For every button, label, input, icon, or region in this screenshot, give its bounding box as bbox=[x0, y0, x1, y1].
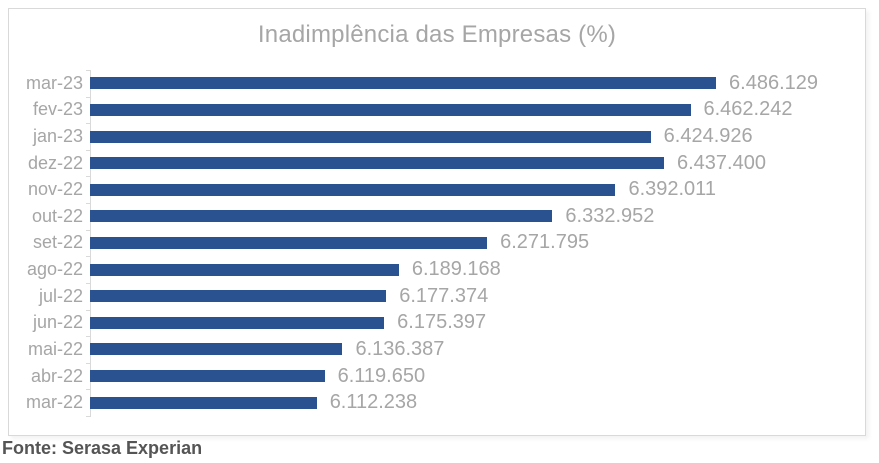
bar-row: fev-23 6.462.242 bbox=[9, 97, 859, 124]
bar-rows: mar-23 6.486.129 fev-23 6.462.242 jan-23 6.42… bbox=[9, 70, 859, 416]
data-bar bbox=[90, 396, 317, 409]
data-bar bbox=[90, 236, 488, 249]
bar-row: jun-22 6.175.397 bbox=[9, 309, 859, 336]
value-label: 6.392.011 bbox=[628, 178, 716, 201]
value-label: 6.189.168 bbox=[411, 258, 501, 281]
data-bar bbox=[90, 290, 387, 303]
bar-row: nov-22 6.392.011 bbox=[9, 176, 859, 203]
bar-area: 6.392.011 bbox=[90, 176, 859, 203]
axis-tick-mark bbox=[86, 70, 90, 71]
bar-row: set-22 6.271.795 bbox=[9, 230, 859, 257]
value-label: 6.437.400 bbox=[676, 151, 766, 174]
axis-tick-mark bbox=[86, 336, 90, 338]
category-label: mai-22 bbox=[27, 338, 83, 359]
value-label: 6.271.795 bbox=[500, 231, 590, 254]
axis-tick-mark bbox=[86, 176, 90, 178]
data-bar bbox=[90, 316, 385, 329]
data-bar bbox=[90, 263, 399, 276]
bar-row: mar-23 6.486.129 bbox=[9, 70, 859, 97]
bar-row: jul-22 6.177.374 bbox=[9, 283, 859, 310]
source-note: Fonte: Serasa Experian bbox=[2, 438, 203, 458]
value-label: 6.175.397 bbox=[397, 311, 487, 334]
data-bar bbox=[90, 370, 325, 382]
category-label: jun-22 bbox=[32, 312, 83, 333]
bar-area: 6.177.374 bbox=[90, 283, 859, 310]
axis-tick-mark bbox=[86, 416, 90, 417]
bar-row: mar-22 6.112.238 bbox=[9, 389, 859, 416]
bar-area: 6.424.926 bbox=[90, 123, 859, 150]
bar-area: 6.271.795 bbox=[90, 230, 859, 257]
bar-row: jan-23 6.424.926 bbox=[9, 123, 859, 150]
bar-row: abr-22 6.119.650 bbox=[9, 363, 859, 390]
category-label: set-22 bbox=[32, 232, 83, 253]
data-bar bbox=[90, 210, 553, 223]
data-bar bbox=[90, 343, 343, 356]
bar-area: 6.119.650 bbox=[90, 363, 859, 390]
axis-tick-mark bbox=[86, 389, 90, 391]
data-bar bbox=[90, 77, 717, 90]
axis-tick-mark bbox=[86, 309, 90, 311]
data-bar bbox=[90, 103, 691, 116]
bar-area: 6.189.168 bbox=[90, 256, 859, 283]
bar-area: 6.332.952 bbox=[90, 203, 859, 230]
bar-area: 6.486.129 bbox=[90, 70, 859, 97]
category-label: out-22 bbox=[31, 205, 83, 226]
bar-area: 6.136.387 bbox=[90, 336, 859, 363]
category-label: abr-22 bbox=[30, 365, 83, 386]
value-label: 6.177.374 bbox=[399, 284, 489, 307]
category-label: mar-23 bbox=[25, 72, 83, 93]
category-label: mar-22 bbox=[25, 392, 83, 413]
bar-row: mai-22 6.136.387 bbox=[9, 336, 859, 363]
value-label: 6.119.650 bbox=[337, 364, 426, 387]
axis-tick-mark bbox=[86, 96, 90, 98]
axis-tick-mark bbox=[86, 282, 90, 284]
chart-container: Inadimplência das Empresas (%) mar-23 6.4… bbox=[8, 8, 866, 436]
data-bar bbox=[90, 183, 616, 196]
bar-area: 6.112.238 bbox=[90, 389, 859, 416]
bar-area: 6.175.397 bbox=[90, 309, 859, 336]
axis-tick-mark bbox=[86, 203, 90, 205]
category-label: jul-22 bbox=[38, 285, 83, 306]
bar-row: ago-22 6.189.168 bbox=[9, 256, 859, 283]
value-label: 6.424.926 bbox=[663, 125, 753, 148]
axis-tick-mark bbox=[86, 149, 90, 151]
value-label: 6.486.129 bbox=[729, 71, 819, 94]
axis-tick-mark bbox=[86, 229, 90, 231]
category-label: jan-23 bbox=[32, 126, 83, 147]
category-label: dez-22 bbox=[27, 152, 83, 173]
data-bar bbox=[90, 130, 651, 143]
bar-area: 6.462.242 bbox=[90, 97, 859, 124]
axis-tick-mark bbox=[86, 256, 90, 258]
category-label: ago-22 bbox=[26, 259, 83, 280]
bar-area: 6.437.400 bbox=[90, 150, 859, 177]
chart-title: Inadimplência das Empresas (%) bbox=[257, 21, 617, 48]
category-label: fev-23 bbox=[32, 99, 83, 120]
value-label: 6.112.238 bbox=[329, 391, 418, 414]
bar-row: out-22 6.332.952 bbox=[9, 203, 859, 230]
category-label: nov-22 bbox=[27, 179, 83, 200]
value-label: 6.332.952 bbox=[565, 204, 655, 227]
data-bar bbox=[90, 157, 664, 170]
value-label: 6.136.387 bbox=[355, 337, 445, 360]
value-label: 6.462.242 bbox=[703, 98, 793, 121]
bar-row: dez-22 6.437.400 bbox=[9, 150, 859, 177]
axis-tick-mark bbox=[86, 123, 90, 125]
axis-tick-mark bbox=[86, 362, 90, 364]
